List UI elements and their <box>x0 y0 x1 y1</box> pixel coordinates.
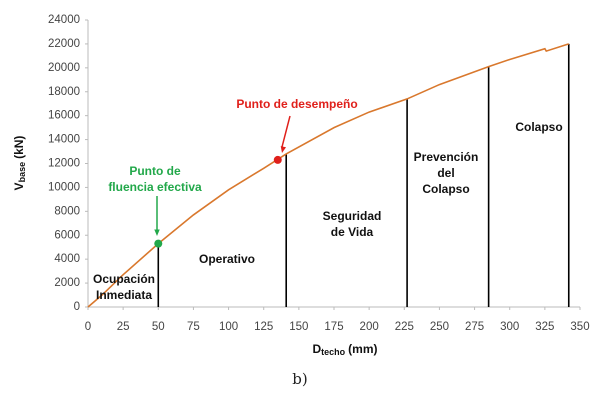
x-axis-label: Dtecho (mm) <box>312 342 377 357</box>
caption: b) <box>292 370 307 388</box>
x-axis-label-main: D <box>312 342 321 356</box>
point <box>154 239 163 248</box>
y-tick-label: 14000 <box>48 134 80 146</box>
x-tick-label: 100 <box>219 321 238 333</box>
point-label: Punto de <box>129 164 181 178</box>
zone-label: Prevención <box>414 150 479 164</box>
zone-label: Colapso <box>515 120 562 134</box>
curve <box>87 43 569 308</box>
point <box>273 155 282 164</box>
x-tick-label: 0 <box>85 321 91 333</box>
y-tick-label: 6000 <box>54 229 80 241</box>
point-label: fluencia efectiva <box>108 180 202 194</box>
arrow-head <box>280 146 287 153</box>
y-tick-label: 22000 <box>48 38 80 50</box>
y-axis-label-sub: base <box>17 162 27 183</box>
y-tick-label: 4000 <box>54 253 80 265</box>
y-tick-label: 2000 <box>54 277 80 289</box>
x-tick-label: 275 <box>465 321 484 333</box>
y-tick-label: 16000 <box>48 110 80 122</box>
y-axis-label-main: V <box>12 182 26 190</box>
x-axis-label-unit: (mm) <box>348 342 377 356</box>
zone-label: del <box>437 166 454 180</box>
zone-label: Operativo <box>199 252 255 266</box>
zone-label: Seguridad <box>323 209 382 223</box>
x-tick-label: 225 <box>395 321 414 333</box>
zone-label: de Vida <box>331 225 374 239</box>
x-tick-label: 350 <box>570 321 589 333</box>
y-tick-label: 8000 <box>54 205 80 217</box>
x-tick-label: 75 <box>187 321 200 333</box>
y-axis-label: Vbase (kN) <box>12 136 27 191</box>
y-axis-label-unit: (kN) <box>12 136 26 159</box>
x-tick-label: 25 <box>117 321 130 333</box>
x-tick-label: 250 <box>430 321 449 333</box>
zone-label: Ocupación <box>93 272 155 286</box>
y-tick-label: 10000 <box>48 181 80 193</box>
x-tick-label: 150 <box>289 321 308 333</box>
y-tick-label: 24000 <box>48 14 80 26</box>
y-tick-label: 12000 <box>48 158 80 170</box>
x-tick-label: 50 <box>152 321 165 333</box>
arrow-shaft <box>281 115 291 148</box>
x-tick-label: 175 <box>324 321 343 333</box>
x-axis-label-sub: techo <box>321 347 346 357</box>
zone-label: Inmediata <box>96 288 152 302</box>
x-tick-label: 125 <box>254 321 273 333</box>
x-tick-label: 200 <box>360 321 379 333</box>
y-tick-label: 18000 <box>48 86 80 98</box>
x-tick-label: 325 <box>535 321 554 333</box>
y-tick-label: 20000 <box>48 62 80 74</box>
point-label: Punto de desempeño <box>236 97 357 111</box>
y-tick-label: 0 <box>74 301 80 313</box>
zone-label: Colapso <box>422 182 469 196</box>
x-tick-label: 300 <box>500 321 519 333</box>
arrow-head <box>154 229 160 236</box>
